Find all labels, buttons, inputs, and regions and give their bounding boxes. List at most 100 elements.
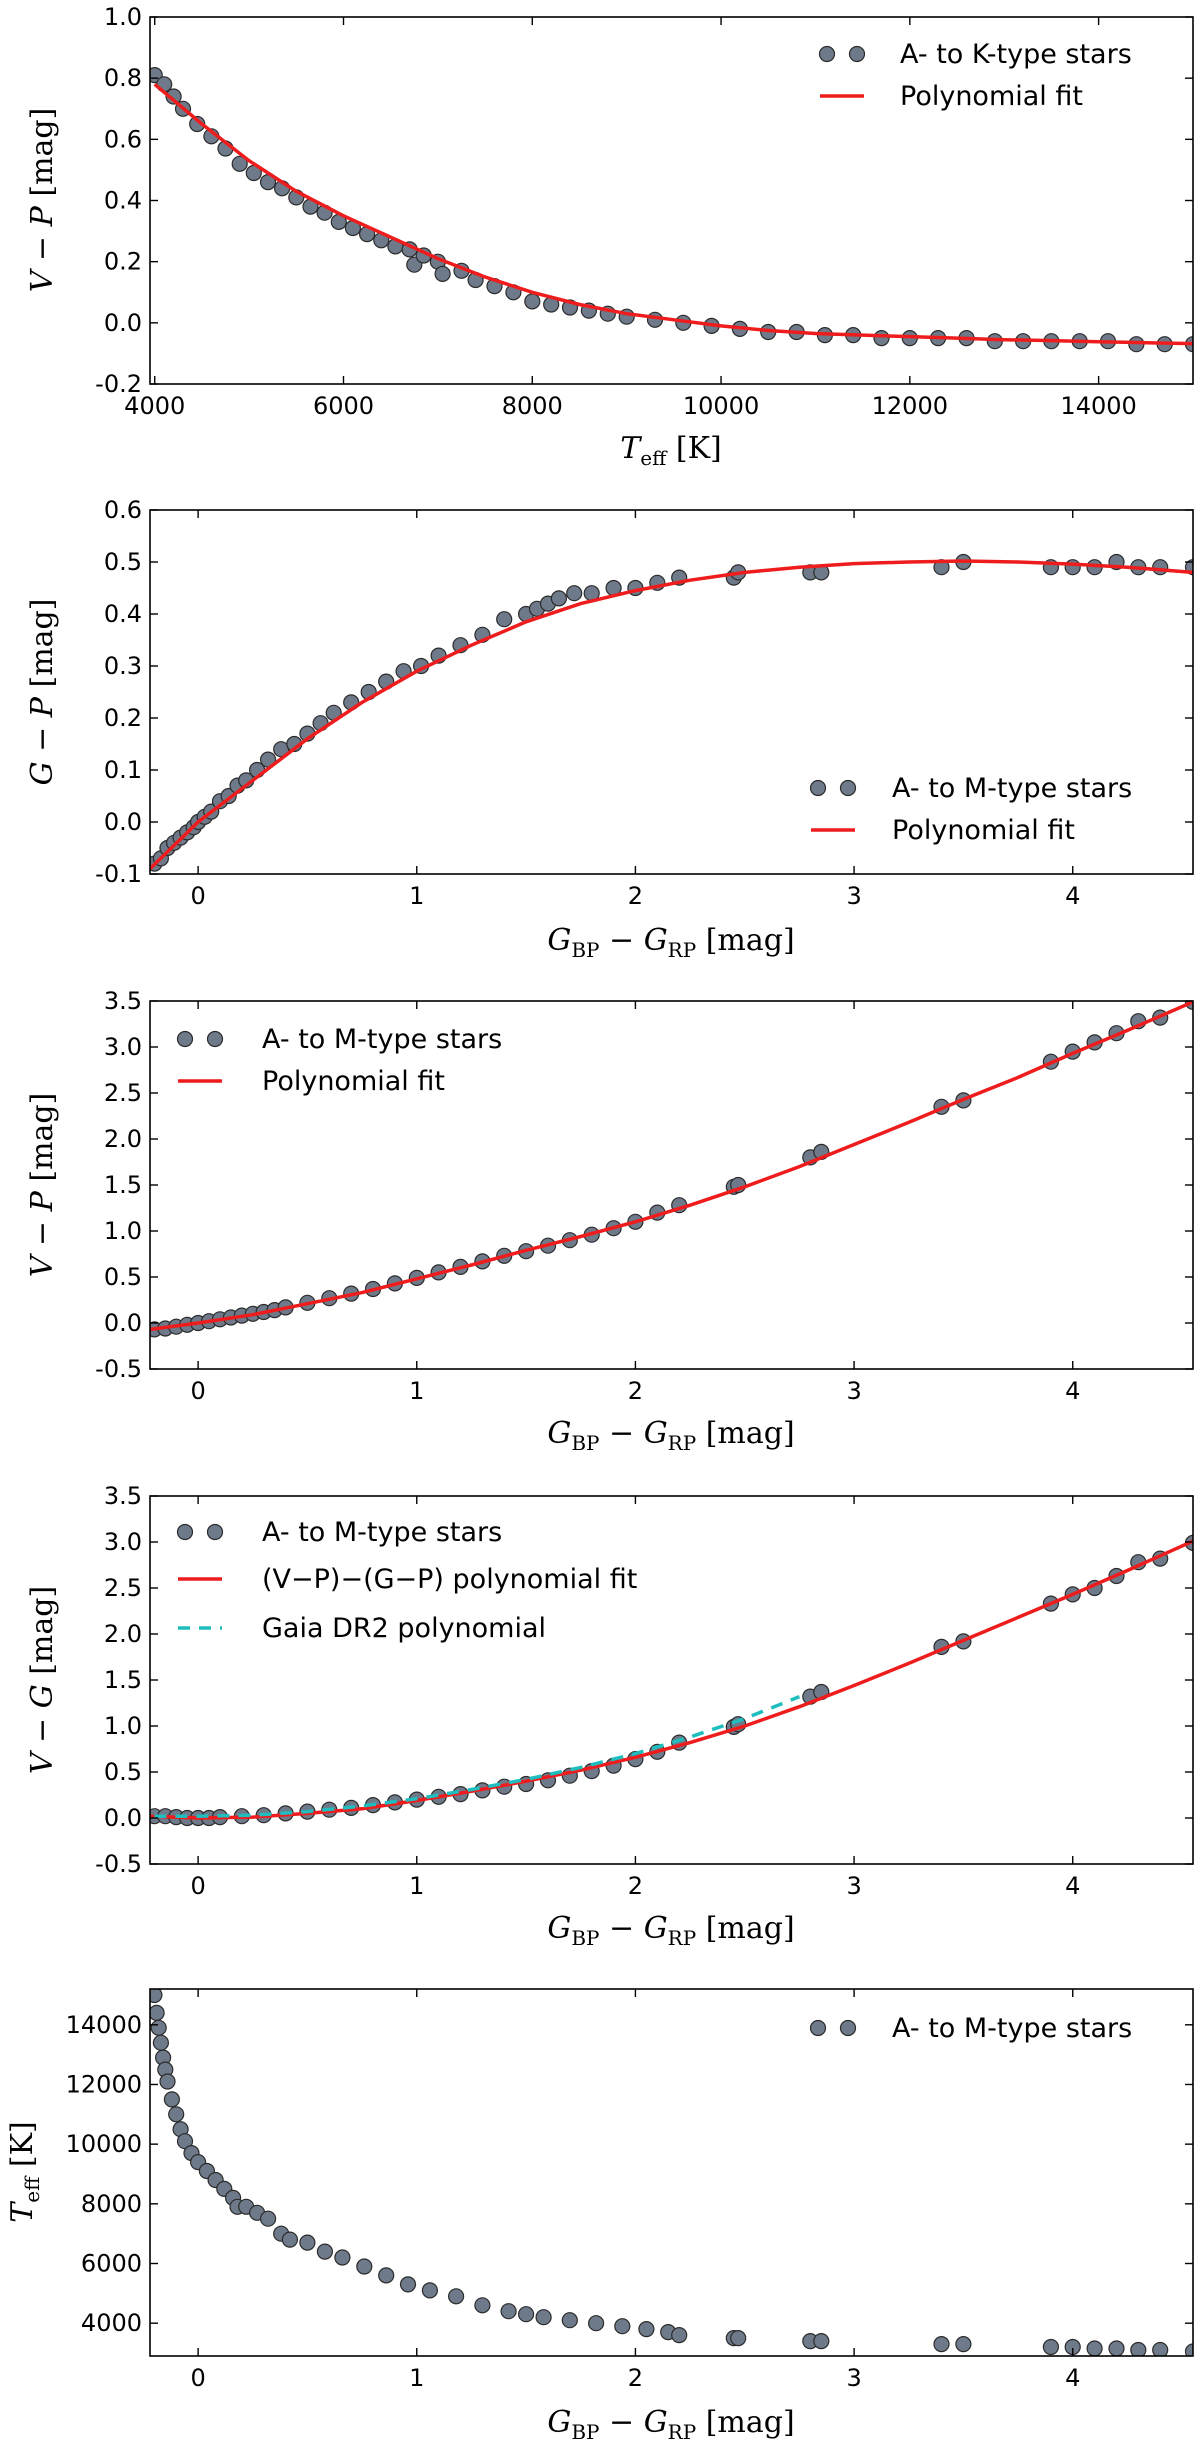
x-tick-label: 2	[628, 1377, 643, 1405]
y-tick-label: 0.5	[104, 548, 142, 576]
panel-g-minus-p-vs-bprp: 0 1 2 3 4 -0.1 0.0 0.1 0.2 0.3 0.4 0.5 0.6 GBP − GRP…	[25, 496, 1194, 962]
data-point	[168, 2106, 185, 2123]
data-point	[638, 2321, 655, 2338]
x-tick-label: 4	[1065, 2364, 1080, 2392]
data-point	[955, 2336, 972, 2353]
panel-v-minus-g-vs-bprp: 0 1 2 3 4 -0.5 0.0 0.5 1.0 1.5 2.0 2.5 3.0 3.5 GBP − …	[25, 1482, 1194, 1950]
data-point	[1152, 2341, 1169, 2356]
legend-marker	[809, 779, 827, 797]
y-tick-label: 1.0	[104, 1712, 142, 1740]
data-point	[1042, 2338, 1060, 2356]
y-tick-label: -0.1	[95, 860, 142, 888]
data-point	[614, 2318, 631, 2335]
y-axis-label: G − P [mag]	[25, 599, 60, 786]
polynomial-fit-line	[150, 559, 1193, 871]
data-point	[561, 2312, 578, 2329]
x-tick-label: 0	[190, 2364, 205, 2392]
y-axis-label: Teff [K]	[5, 2121, 44, 2222]
y-tick-label: 3.0	[104, 1528, 142, 1556]
legend-label-points: A- to M-type stars	[892, 773, 1132, 804]
data-point	[1152, 559, 1169, 576]
y-tick-label: 1.5	[104, 1171, 142, 1199]
y-tick-label: 1.5	[104, 1666, 142, 1694]
y-tick-label: 2.5	[104, 1574, 142, 1602]
x-tick-label: 4	[1065, 1872, 1080, 1900]
y-tick-label: 0.4	[104, 600, 142, 628]
data-point	[1108, 2340, 1125, 2356]
y-tick-label: -0.5	[95, 1355, 142, 1383]
y-tick-label: 0.6	[104, 496, 142, 524]
panel-teff-vs-bprp: 0 1 2 3 4 4000 6000 8000 10000 12000 14000 GBP − G…	[5, 1988, 1194, 2444]
y-tick-label: 0.5	[104, 1758, 142, 1786]
x-tick-label: 8000	[502, 392, 563, 420]
y-tick-label: 12000	[66, 2070, 142, 2098]
y-tick-label: 0.8	[104, 64, 142, 92]
x-tick-label: 1	[409, 882, 424, 910]
y-tick-label: 0.0	[104, 1309, 142, 1337]
legend-marker	[839, 779, 857, 797]
data-point	[535, 2309, 552, 2326]
legend-marker	[206, 1523, 224, 1541]
data-point	[448, 2288, 465, 2305]
y-tick-label: 3.0	[104, 1033, 142, 1061]
x-axis-label: GBP − GRP [mag]	[547, 1911, 794, 1950]
data-point	[500, 2303, 517, 2320]
y-tick-label: 14000	[66, 2011, 142, 2039]
y-tick-label: 2.0	[104, 1125, 142, 1153]
data-point	[550, 590, 568, 607]
legend-marker	[206, 1030, 224, 1048]
x-tick-label: 2	[628, 1872, 643, 1900]
legend-marker	[839, 2019, 857, 2037]
y-axis-label: V − P [mag]	[25, 108, 60, 293]
data-point	[163, 2091, 180, 2108]
data-point	[474, 2297, 491, 2314]
polynomial-fit-line	[150, 1001, 1193, 1332]
y-tick-label: 2.0	[104, 1620, 142, 1648]
y-tick-label: 0.2	[104, 704, 142, 732]
legend-label-fit: (V−P)−(G−P) polynomial fit	[262, 1564, 637, 1595]
legend-label-gaia: Gaia DR2 polynomial	[262, 1613, 546, 1644]
x-tick-label: 4	[1065, 1377, 1080, 1405]
y-tick-label: 0.3	[104, 652, 142, 680]
x-tick-label: 0	[190, 882, 205, 910]
legend-label-fit: Polynomial fit	[262, 1066, 445, 1097]
data-point	[260, 2210, 277, 2227]
x-tick-label: 1	[409, 2364, 424, 2392]
data-point	[587, 2315, 605, 2332]
y-tick-label: -0.2	[95, 370, 142, 398]
data-point	[524, 293, 541, 310]
y-tick-label: 0.4	[104, 187, 142, 215]
polynomial-fit-line	[150, 1539, 1193, 1820]
data-point	[1064, 559, 1081, 576]
data-point	[517, 2306, 535, 2323]
legend-marker	[848, 45, 866, 63]
x-tick-label: 1	[409, 1872, 424, 1900]
y-tick-label: -0.5	[95, 1850, 142, 1878]
y-tick-label: 1.0	[104, 1217, 142, 1245]
legend: A- to M-type stars Polynomial fit	[809, 773, 1132, 846]
x-tick-label: 12000	[872, 392, 948, 420]
panel-v-minus-p-vs-bprp: 0 1 2 3 4 -0.5 0.0 0.5 1.0 1.5 2.0 2.5 3.0 3.5 GBP − …	[25, 987, 1194, 1455]
panel-v-minus-p-vs-teff: 4000 6000 8000 10000 12000 14000 -0.2 0.0 0.2 0.4…	[25, 3, 1194, 470]
x-tick-label: 3	[846, 1377, 861, 1405]
x-tick-label: 0	[190, 1872, 205, 1900]
data-point	[566, 585, 583, 602]
legend-label-fit: Polynomial fit	[900, 81, 1083, 112]
y-tick-label: 10000	[66, 2130, 142, 2158]
data-point	[434, 265, 451, 282]
x-tick-label: 3	[846, 2364, 861, 2392]
data-point	[334, 2249, 351, 2266]
data-point	[150, 2019, 167, 2036]
y-axis-label: V − P [mag]	[25, 1093, 60, 1278]
data-point	[399, 2276, 417, 2293]
data-point	[1130, 2341, 1147, 2356]
data-point	[316, 2243, 333, 2260]
x-tick-label: 2	[628, 2364, 643, 2392]
data-point	[1184, 2343, 1193, 2356]
x-tick-label: 0	[190, 1377, 205, 1405]
y-tick-label: 0.0	[104, 309, 142, 337]
plot-frame	[149, 1000, 1194, 1370]
data-point	[159, 2073, 176, 2090]
legend-marker	[809, 2019, 827, 2037]
